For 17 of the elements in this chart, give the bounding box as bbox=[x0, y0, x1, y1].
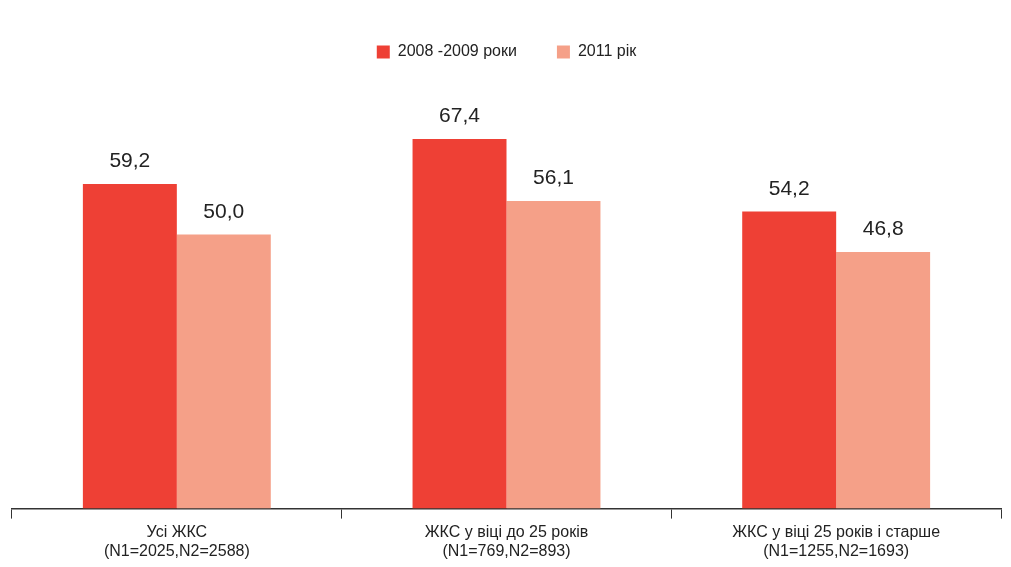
bar bbox=[836, 252, 931, 509]
x-tick-label: ЖКС у віці до 25 років (N1=769,N2=893) bbox=[424, 522, 589, 559]
data-label: 50,0 bbox=[203, 198, 245, 222]
legend-label: 2011 рік bbox=[577, 42, 638, 60]
bar bbox=[412, 139, 507, 509]
data-label: 46,8 bbox=[862, 216, 904, 240]
bar bbox=[82, 184, 177, 509]
data-label: 67,4 bbox=[439, 103, 481, 127]
bar bbox=[742, 211, 837, 509]
bar bbox=[176, 234, 271, 509]
legend-label: 2008 -2009 роки bbox=[397, 42, 517, 60]
x-tick-label: Усі ЖКС (N1=2025,N2=2588) bbox=[103, 522, 250, 559]
x-tick-label: ЖКС у віці 25 років і старше (N1=1255,N2=1693) bbox=[732, 522, 941, 559]
data-label: 59,2 bbox=[109, 148, 151, 172]
data-label: 56,1 bbox=[533, 165, 574, 189]
bar bbox=[506, 201, 601, 509]
data-label: 54,2 bbox=[768, 175, 810, 199]
